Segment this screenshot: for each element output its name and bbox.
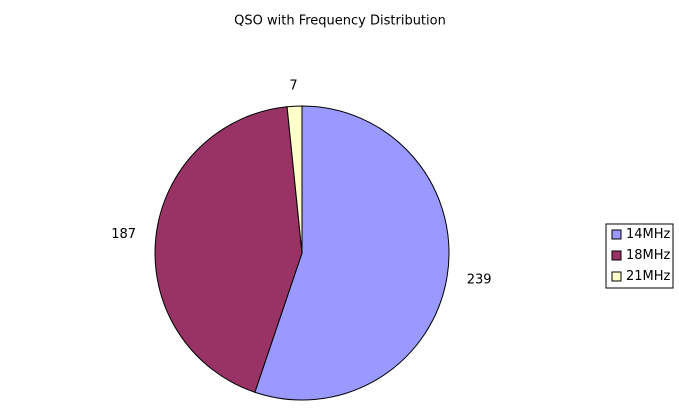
legend-swatch (611, 271, 622, 282)
pie-slice (154, 106, 303, 393)
data-label: 239 (467, 273, 492, 288)
legend-label: 21MHz (626, 269, 671, 284)
data-label: 7 (289, 79, 297, 94)
pie-slice (254, 105, 450, 401)
legend-swatch (611, 229, 622, 240)
legend-swatch (611, 250, 622, 261)
legend-label: 14MHz (626, 227, 671, 242)
legend-label: 18MHz (626, 248, 671, 263)
data-label: 187 (111, 227, 136, 242)
chart-title: QSO with Frequency Distribution (234, 14, 446, 29)
pie-slice (286, 105, 303, 254)
